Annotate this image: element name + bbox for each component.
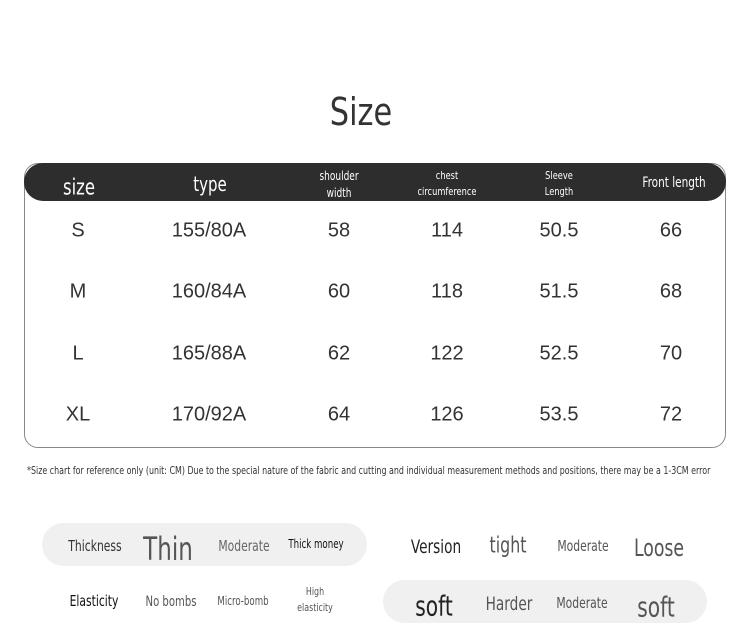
table-cell: 52.5 [539,342,579,365]
elasticity-none: No bombs [145,594,197,610]
thickness-thick: Thick money [288,537,344,551]
table-cell: 165/88A [171,342,247,365]
version-loose: Loose [633,534,685,562]
table-cell: 72 [659,403,683,426]
table-cell: M [69,280,87,303]
softness-soft: soft [637,590,675,624]
table-cell: 170/92A [171,403,247,426]
softness-label: soft [415,589,453,623]
softness-pill [383,580,707,623]
table-cell: 114 [431,219,463,242]
table-cell: 118 [431,280,463,303]
table-cell: L [72,342,84,365]
header-shoulder-width: shoulder width [319,169,359,200]
table-cell: 51.5 [539,280,579,303]
table-cell: 60 [327,280,351,303]
thickness-moderate: Moderate [218,537,270,555]
table-cell: 70 [659,342,683,365]
table-cell: XL [65,403,91,426]
elasticity-label: Elasticity [69,592,119,610]
header-front-length: Front length [642,175,706,191]
version-label: Version [410,536,462,558]
size-note: *Size chart for reference only (unit: CM… [27,464,711,477]
elasticity-micro: Micro-bomb [217,594,269,608]
softness-moderate: Moderate [556,594,608,612]
table-cell: 68 [659,280,683,303]
table-cell: 53.5 [539,403,579,426]
table-cell: 66 [659,219,683,242]
table-cell: 64 [327,403,351,426]
header-type: type [193,172,227,196]
table-cell: 58 [327,219,351,242]
header-size: size [62,175,96,201]
size-table [24,163,726,448]
thickness-thin: Thin [143,530,193,568]
table-cell: 126 [430,403,464,426]
table-cell: S [71,219,85,242]
version-moderate: Moderate [557,537,609,555]
page-title: Size [329,90,393,134]
table-header [24,163,726,201]
thickness-label: Thickness [68,537,122,555]
table-cell: 122 [430,342,464,365]
thickness-pill [42,523,367,566]
table-cell: 50.5 [539,219,579,242]
version-tight: tight [489,533,527,559]
table-cell: 62 [327,342,351,365]
softness-harder: Harder [485,593,533,615]
header-chest: chest circumference [417,169,477,198]
elasticity-high: High elasticity [297,585,333,614]
header-sleeve: Sleeve Length [544,169,574,198]
table-cell: 160/84A [171,280,247,303]
table-cell: 155/80A [171,219,247,242]
